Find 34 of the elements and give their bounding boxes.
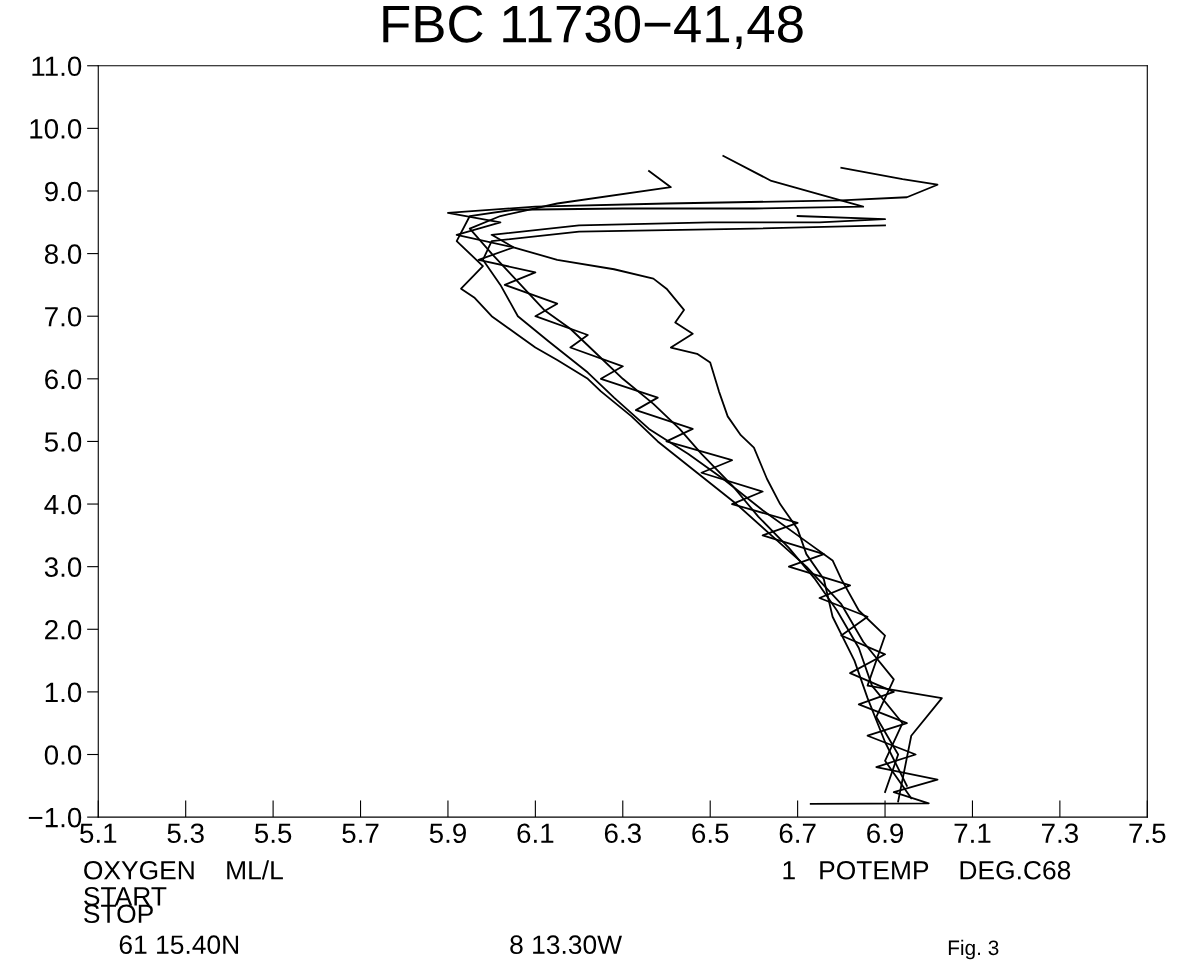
y-tick-label: 5.0 xyxy=(44,432,82,452)
y-tick-label: 4.0 xyxy=(44,494,82,515)
x-tick-label: 5.1 xyxy=(80,823,117,844)
x-tick-label: 7.5 xyxy=(1129,823,1166,844)
text: 61 15.40N xyxy=(119,935,239,955)
text: STOP xyxy=(84,904,153,924)
y-tick-label: 9.0 xyxy=(44,181,82,202)
y-tick-label: 3.0 xyxy=(44,557,82,577)
x-tick-label: 6.7 xyxy=(779,823,816,844)
x-tick-label: 6.9 xyxy=(867,823,904,844)
x-tick-label: 7.3 xyxy=(1042,823,1078,844)
x-tick-label: 6.3 xyxy=(604,823,641,844)
text: START xyxy=(84,887,167,906)
y-tick-label: −1.0 xyxy=(28,807,82,828)
x-tick-label: 5.3 xyxy=(167,823,204,844)
text: 1 POTEMP DEG.C68 xyxy=(783,860,1071,880)
y-tick-label: 2.0 xyxy=(45,619,82,640)
text: 8 13.30W xyxy=(510,935,622,955)
x-tick-label: 5.9 xyxy=(429,823,466,844)
y-tick-label: 10.0 xyxy=(30,119,82,139)
y-tick-label: 8.0 xyxy=(44,244,82,264)
x-tick-label: 5.7 xyxy=(342,823,379,844)
y-tick-label: 0.0 xyxy=(44,745,82,765)
chart-title: FBC 11730−41,48 xyxy=(383,5,803,49)
x-tick-label: 6.1 xyxy=(517,823,554,844)
caption: Fig. 3 xyxy=(948,939,999,960)
text: OXYGEN ML/L xyxy=(84,860,283,880)
y-tick-label: 7.0 xyxy=(45,306,82,327)
x-tick-label: 7.1 xyxy=(954,823,991,843)
y-tick-label: 11.0 xyxy=(32,56,82,77)
y-tick-label: 6.0 xyxy=(45,369,82,390)
x-tick-label: 6.5 xyxy=(692,823,729,844)
x-tick-label: 5.5 xyxy=(254,823,292,844)
y-tick-label: 1.0 xyxy=(45,682,82,703)
